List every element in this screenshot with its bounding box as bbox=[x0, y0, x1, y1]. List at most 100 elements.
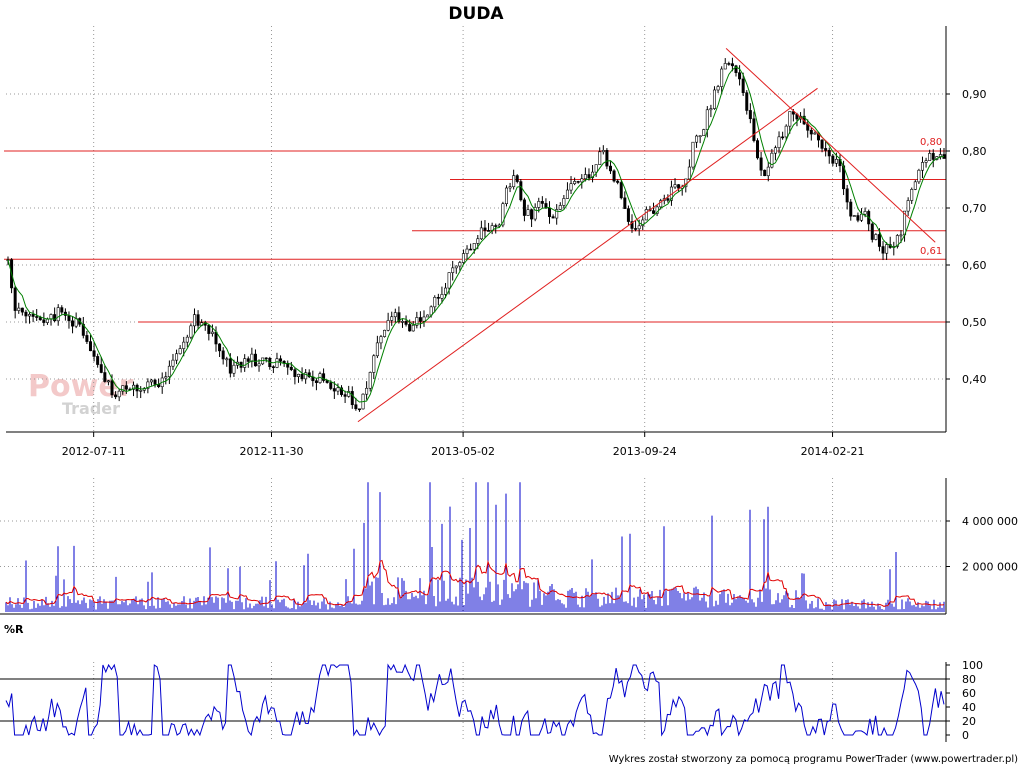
candle bbox=[522, 197, 526, 222]
date-x-axis: 2012-07-11 2012-11-30 2013-05-02 2013-09-24… bbox=[62, 432, 865, 458]
candle bbox=[175, 349, 179, 365]
volume-moving-average bbox=[5, 559, 945, 607]
chart-title: DUDA bbox=[448, 4, 504, 24]
candle bbox=[347, 385, 351, 398]
candle bbox=[461, 249, 465, 264]
candle bbox=[551, 214, 555, 219]
indicator-title: %R bbox=[4, 623, 24, 636]
candle bbox=[788, 111, 792, 134]
candle bbox=[852, 215, 856, 217]
volume-ytick-label-0: 2 000 000 bbox=[962, 561, 1018, 574]
volume-grid bbox=[0, 478, 944, 614]
candle bbox=[562, 194, 566, 209]
candle bbox=[74, 312, 78, 329]
price-ytick-label-1: 0,50 bbox=[962, 316, 987, 329]
trendline-0 bbox=[357, 87, 818, 423]
candle bbox=[784, 124, 788, 141]
candle bbox=[845, 184, 849, 210]
williams-ytick-label-3: 60 bbox=[962, 687, 976, 700]
candle bbox=[60, 305, 64, 315]
candle bbox=[440, 286, 444, 304]
xtick-label-2: 2013-05-02 bbox=[431, 445, 495, 458]
candle bbox=[548, 201, 552, 224]
candle bbox=[418, 311, 422, 329]
candle bbox=[210, 324, 214, 337]
candle bbox=[860, 208, 864, 222]
volume-bars bbox=[5, 482, 945, 612]
candle bbox=[483, 220, 487, 238]
candle bbox=[677, 184, 681, 192]
candle bbox=[189, 323, 193, 340]
trendline-1 bbox=[725, 48, 936, 243]
candle bbox=[712, 86, 716, 110]
candle bbox=[892, 241, 896, 256]
candle bbox=[723, 58, 727, 70]
candle bbox=[652, 202, 656, 215]
candle bbox=[709, 104, 713, 118]
williams-ytick-label-0: 0 bbox=[962, 729, 969, 742]
candle bbox=[530, 208, 534, 228]
candle bbox=[279, 355, 283, 366]
candle bbox=[375, 335, 379, 359]
candle bbox=[874, 233, 878, 241]
candle bbox=[314, 378, 318, 391]
candle bbox=[340, 385, 344, 397]
candle bbox=[139, 386, 143, 399]
candle bbox=[741, 72, 745, 97]
candle bbox=[759, 151, 763, 176]
candle bbox=[526, 204, 530, 216]
candle bbox=[99, 356, 103, 374]
candle bbox=[106, 379, 110, 386]
candle bbox=[218, 343, 222, 358]
candle bbox=[343, 390, 347, 404]
candle bbox=[849, 199, 853, 221]
candle bbox=[537, 197, 541, 213]
candle bbox=[831, 154, 835, 167]
candle bbox=[232, 359, 236, 377]
candle bbox=[906, 197, 910, 216]
candle bbox=[336, 383, 340, 396]
candle bbox=[591, 164, 595, 183]
candle bbox=[275, 352, 279, 369]
price-y-axis: 0,40 0,50 0,60 0,70 0,80 0,90 bbox=[946, 88, 987, 386]
candle bbox=[117, 388, 121, 402]
candle bbox=[856, 212, 860, 223]
candle bbox=[813, 131, 817, 135]
candle bbox=[393, 308, 397, 323]
candle bbox=[465, 245, 469, 261]
candle bbox=[56, 304, 60, 326]
candle bbox=[372, 354, 376, 380]
candle bbox=[931, 149, 935, 168]
candle bbox=[415, 311, 419, 329]
candle bbox=[293, 368, 297, 385]
candle bbox=[730, 57, 734, 72]
candle bbox=[569, 176, 573, 195]
candle bbox=[196, 310, 200, 329]
candle bbox=[71, 316, 75, 334]
candle bbox=[146, 378, 150, 394]
xtick-label-3: 2013-09-24 bbox=[613, 445, 677, 458]
candle bbox=[895, 234, 899, 249]
candle bbox=[928, 149, 932, 161]
candle bbox=[85, 330, 89, 344]
candle bbox=[619, 180, 623, 200]
candle bbox=[49, 313, 53, 326]
candle bbox=[867, 209, 871, 232]
candle bbox=[504, 185, 508, 207]
candle bbox=[390, 311, 394, 326]
candle bbox=[153, 378, 157, 388]
candle bbox=[296, 373, 300, 383]
candle bbox=[436, 293, 440, 306]
candle bbox=[114, 391, 118, 400]
price-ytick-label-5: 0,90 bbox=[962, 88, 987, 101]
williams-r-line bbox=[5, 663, 945, 737]
candle bbox=[820, 139, 824, 153]
candle bbox=[132, 381, 136, 397]
candle bbox=[691, 141, 695, 170]
price-ytick-label-4: 0,80 bbox=[962, 145, 987, 158]
candle bbox=[756, 138, 760, 160]
candle bbox=[178, 345, 182, 355]
candle bbox=[490, 222, 494, 235]
candle bbox=[885, 242, 889, 260]
